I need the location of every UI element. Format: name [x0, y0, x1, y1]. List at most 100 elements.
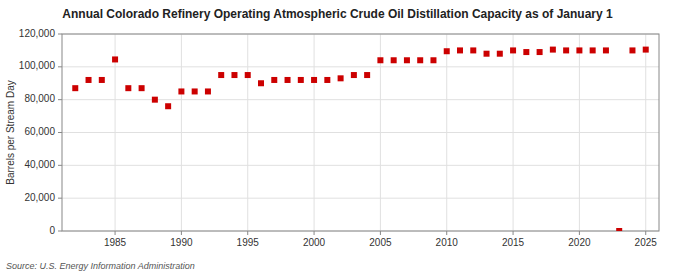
point	[457, 47, 463, 53]
x-tick	[513, 231, 514, 235]
axes: 0 20,000 40,000 60,000 80,000 100,000 120,000 1…	[19, 28, 659, 248]
point	[218, 72, 224, 78]
y-tick-label: 40,000	[24, 159, 55, 170]
point	[86, 77, 92, 83]
point	[165, 103, 171, 109]
point	[510, 47, 516, 53]
x-tick	[181, 231, 182, 235]
point	[125, 85, 131, 91]
x-grid-line	[645, 34, 646, 231]
x-tick	[115, 231, 116, 235]
x-grid-line	[513, 34, 514, 231]
point	[391, 57, 397, 63]
chart-container: 0 20,000 40,000 60,000 80,000 100,000 120,000 1…	[0, 0, 675, 275]
point	[285, 77, 291, 83]
y-tick	[58, 99, 62, 100]
x-tick-label: 2015	[502, 237, 525, 248]
point	[523, 49, 529, 55]
grid	[62, 34, 659, 231]
title: Annual Colorado Refinery Operating Atmos…	[62, 7, 613, 21]
point	[484, 51, 490, 57]
x-grid-line	[380, 34, 381, 231]
point	[576, 47, 582, 53]
y-tick	[58, 66, 62, 67]
point	[643, 47, 649, 53]
x-tick-label: 1995	[237, 237, 260, 248]
x-tick	[645, 231, 646, 235]
point	[470, 47, 476, 53]
y-tick-label: 100,000	[19, 60, 56, 71]
point	[603, 47, 609, 53]
point	[364, 72, 370, 78]
point	[417, 57, 423, 63]
x-grid-line	[446, 34, 447, 231]
point	[563, 47, 569, 53]
x-tick-label: 2005	[369, 237, 392, 248]
x-grid-line	[247, 34, 248, 231]
x-tick	[247, 231, 248, 235]
source-note: Source: U.S. Energy Information Administ…	[6, 261, 195, 271]
y-tick-label: 0	[49, 225, 55, 236]
point	[550, 47, 556, 53]
x-tick-label: 2000	[303, 237, 326, 248]
point	[258, 80, 264, 86]
x-tick-label: 2020	[568, 237, 591, 248]
point	[139, 85, 145, 91]
point	[444, 48, 450, 54]
y-grid-line	[62, 198, 659, 199]
point	[72, 85, 78, 91]
x-tick-label: 1985	[104, 237, 127, 248]
y-tick	[58, 132, 62, 133]
point	[338, 75, 344, 81]
x-tick	[446, 231, 447, 235]
point	[152, 97, 158, 103]
y-axis-label: Barrels per Stream Day	[5, 80, 16, 184]
point	[231, 72, 237, 78]
y-tick-label: 120,000	[19, 28, 56, 39]
y-tick	[58, 231, 62, 232]
point	[324, 77, 330, 83]
plot-area	[62, 34, 659, 231]
point	[497, 51, 503, 57]
y-tick	[58, 165, 62, 166]
point	[590, 47, 596, 53]
x-grid-line	[115, 34, 116, 231]
point	[537, 49, 543, 55]
y-tick-label: 20,000	[24, 192, 55, 203]
y-tick-label: 80,000	[24, 93, 55, 104]
x-grid-line	[181, 34, 182, 231]
markers	[72, 47, 648, 231]
y-grid-line	[62, 165, 659, 166]
x-tick	[380, 231, 381, 235]
x-tick	[314, 231, 315, 235]
point	[178, 88, 184, 94]
y-grid-line	[62, 132, 659, 133]
x-tick-label: 2025	[635, 237, 658, 248]
y-grid-line	[62, 66, 659, 67]
y-tick	[58, 198, 62, 199]
x-tick-label: 1990	[170, 237, 193, 248]
point	[351, 72, 357, 78]
chart-svg: 0 20,000 40,000 60,000 80,000 100,000 120,000 1…	[0, 0, 675, 275]
plot-frame	[62, 34, 659, 231]
point	[99, 77, 105, 83]
y-tick-label: 60,000	[24, 126, 55, 137]
x-grid-line	[579, 34, 580, 231]
x-grid-line	[314, 34, 315, 231]
y-tick	[58, 34, 62, 35]
point	[245, 72, 251, 78]
point	[629, 47, 635, 53]
point	[311, 77, 317, 83]
point	[192, 88, 198, 94]
point	[430, 57, 436, 63]
point	[377, 57, 383, 63]
point	[271, 77, 277, 83]
x-tick	[579, 231, 580, 235]
y-grid-line	[62, 99, 659, 100]
point	[616, 228, 622, 231]
point	[112, 56, 118, 62]
x-tick-label: 2010	[436, 237, 459, 248]
point	[404, 57, 410, 63]
point	[205, 88, 211, 94]
point	[298, 77, 304, 83]
